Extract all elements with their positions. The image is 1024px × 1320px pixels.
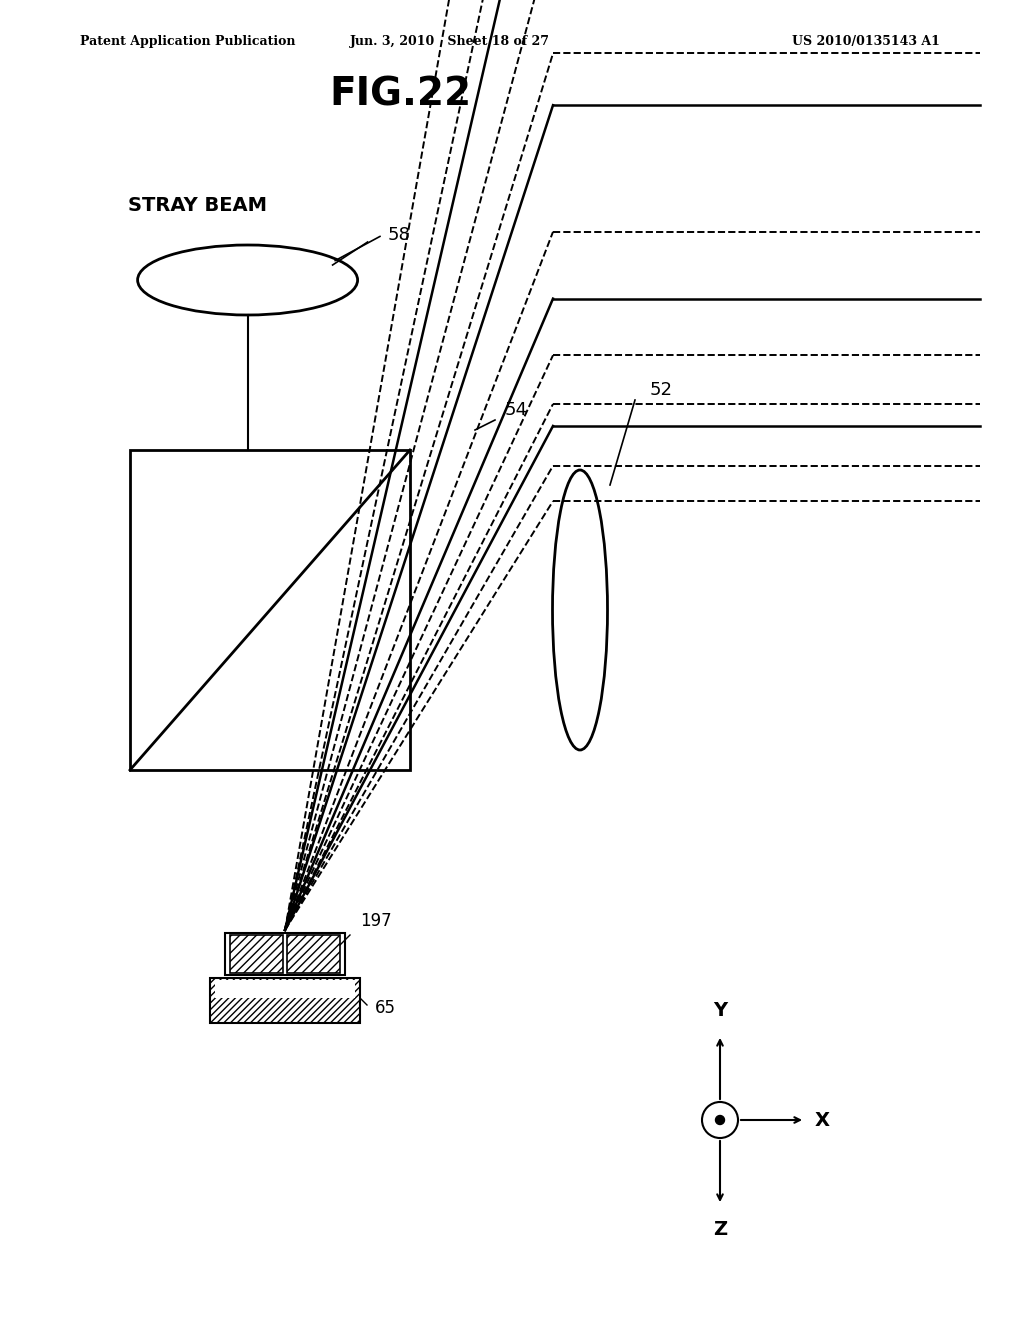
Text: 52: 52	[650, 381, 673, 399]
Text: 54: 54	[505, 401, 528, 418]
Text: FIG.22: FIG.22	[329, 75, 471, 114]
Bar	[215, 979, 355, 998]
Text: 65: 65	[375, 999, 396, 1016]
Text: 58: 58	[388, 226, 411, 244]
Ellipse shape	[137, 246, 357, 315]
Text: Patent Application Publication: Patent Application Publication	[80, 36, 296, 48]
Text: Jun. 3, 2010   Sheet 18 of 27: Jun. 3, 2010 Sheet 18 of 27	[350, 36, 550, 48]
Text: STRAY BEAM: STRAY BEAM	[128, 195, 267, 215]
Bar	[287, 935, 340, 973]
Bar	[230, 935, 283, 973]
Text: Y: Y	[713, 1001, 727, 1020]
Bar	[210, 978, 360, 1023]
Ellipse shape	[553, 470, 607, 750]
Bar	[130, 450, 410, 770]
Text: 197: 197	[360, 912, 391, 931]
Bar	[225, 933, 345, 975]
Text: US 2010/0135143 A1: US 2010/0135143 A1	[793, 36, 940, 48]
Text: X: X	[815, 1110, 830, 1130]
Text: Z: Z	[713, 1220, 727, 1239]
Circle shape	[716, 1115, 725, 1125]
